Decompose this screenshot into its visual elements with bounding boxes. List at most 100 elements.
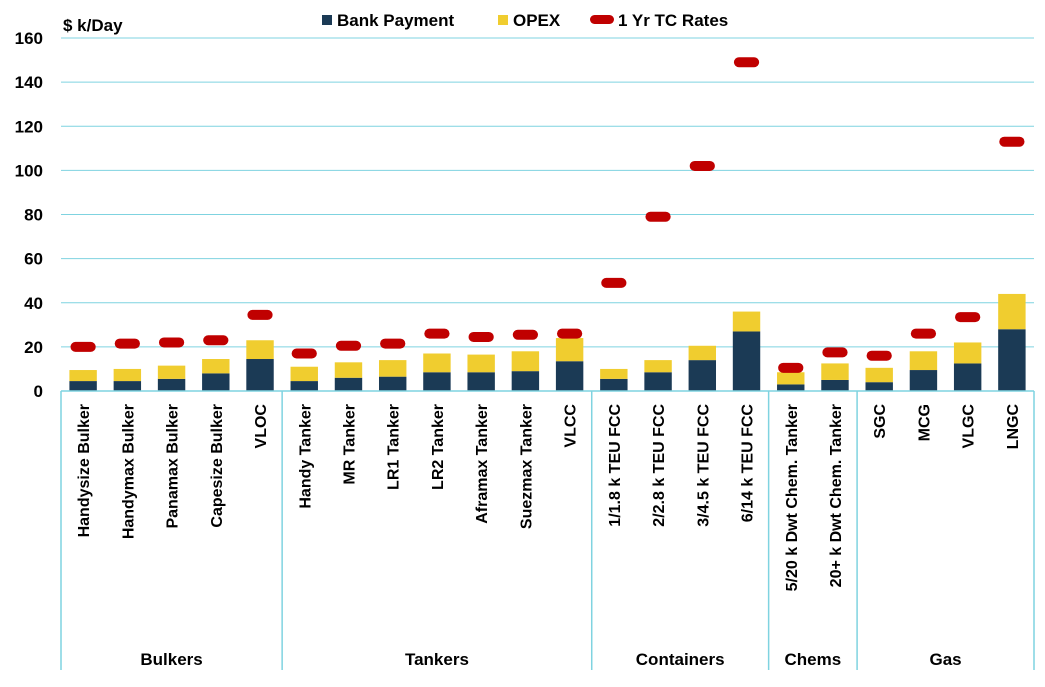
x-tick-label: MCG bbox=[916, 404, 933, 441]
tc-rate-marker bbox=[335, 340, 362, 351]
y-tick-label: 40 bbox=[24, 294, 43, 313]
bar-opex bbox=[246, 340, 274, 360]
bar-opex bbox=[511, 351, 540, 372]
legend-label: OPEX bbox=[513, 11, 561, 30]
bar-bank-payment bbox=[290, 381, 318, 391]
x-tick-label: LNGC bbox=[1005, 404, 1022, 450]
tc-rate-marker bbox=[70, 341, 96, 352]
bar-bank-payment bbox=[246, 359, 274, 391]
y-axis-ticks: 0 20 40 60 80 100 120 140 160 bbox=[15, 29, 43, 401]
bar-opex bbox=[290, 366, 318, 382]
group-label: Tankers bbox=[405, 650, 469, 669]
legend-swatch-opex bbox=[498, 15, 508, 25]
x-tick-label: Suezmax Tanker bbox=[518, 404, 535, 529]
bar-bank-payment bbox=[69, 381, 97, 391]
x-tick-label: Capesize Bulker bbox=[209, 404, 226, 528]
tc-rate-marker bbox=[468, 331, 494, 342]
x-tick-label: Aframax Tanker bbox=[474, 404, 491, 524]
bar-bank-payment bbox=[600, 378, 628, 391]
bar-bank-payment bbox=[202, 373, 230, 391]
x-tick-label: MR Tanker bbox=[341, 404, 358, 485]
x-tick-label: LR1 Tanker bbox=[386, 404, 403, 490]
bar-bank-payment bbox=[378, 376, 407, 391]
legend-swatch-tc-rates bbox=[590, 15, 614, 24]
bar-opex bbox=[378, 360, 407, 377]
x-axis-category-labels: Handysize Bulker Handymax Bulker Panamax B… bbox=[76, 404, 1022, 592]
tc-rate-marker bbox=[247, 309, 273, 320]
group-label: Gas bbox=[929, 650, 961, 669]
bar-bank-payment bbox=[423, 372, 451, 391]
bar-bank-payment bbox=[909, 370, 938, 391]
bar-opex bbox=[732, 311, 761, 332]
bar-opex bbox=[334, 362, 363, 378]
bar-opex bbox=[202, 359, 230, 374]
x-tick-label: 6/14 k TEU FCC bbox=[740, 404, 757, 523]
bar-bank-payment bbox=[555, 361, 584, 391]
y-tick-label: 80 bbox=[24, 206, 43, 225]
bar-opex bbox=[644, 360, 672, 373]
x-tick-label: 2/2.8 k TEU FCC bbox=[651, 404, 668, 527]
bar-opex bbox=[467, 354, 495, 373]
bar-bank-payment bbox=[865, 382, 893, 391]
bar-bank-payment bbox=[467, 372, 495, 391]
tc-rate-markers bbox=[70, 57, 1025, 373]
tc-rate-marker bbox=[380, 338, 406, 349]
bar-bank-payment bbox=[511, 371, 540, 391]
bar-bank-payment bbox=[953, 363, 982, 391]
tc-rate-marker bbox=[999, 136, 1025, 147]
tc-rate-marker bbox=[689, 160, 715, 171]
bar-opex bbox=[688, 345, 717, 361]
tc-rate-marker bbox=[866, 350, 892, 361]
tc-rate-marker bbox=[822, 347, 848, 358]
group-label: Chems bbox=[785, 650, 842, 669]
bar-opex bbox=[821, 363, 849, 380]
x-tick-label: 20+ k Dwt Chem. Tanker bbox=[828, 404, 845, 587]
y-tick-label: 120 bbox=[15, 117, 43, 136]
x-tick-label: LR2 Tanker bbox=[430, 404, 447, 490]
bar-bank-payment bbox=[157, 378, 186, 391]
y-tick-label: 160 bbox=[15, 29, 43, 48]
group-label: Containers bbox=[636, 650, 725, 669]
bar-bank-payment bbox=[334, 377, 363, 391]
tc-rate-marker bbox=[291, 348, 317, 359]
x-tick-label: Panamax Bulker bbox=[165, 404, 182, 529]
x-tick-label: SGC bbox=[872, 404, 889, 439]
bar-bank-payment bbox=[688, 360, 717, 391]
bar-bank-payment bbox=[113, 381, 142, 391]
x-tick-label: Handy Tanker bbox=[297, 404, 314, 509]
bar-opex bbox=[865, 367, 893, 383]
tc-rate-marker bbox=[512, 329, 538, 340]
legend-label: 1 Yr TC Rates bbox=[618, 11, 728, 30]
bar-opex bbox=[998, 293, 1026, 330]
y-tick-label: 100 bbox=[15, 161, 43, 180]
group-axis: Bulkers Tankers Containers Chems Gas bbox=[60, 391, 1035, 670]
bar-bank-payment bbox=[821, 379, 849, 391]
y-tick-label: 20 bbox=[24, 338, 43, 357]
y-tick-label: 0 bbox=[34, 382, 43, 401]
legend: Bank Payment OPEX 1 Yr TC Rates bbox=[322, 11, 728, 30]
y-axis-unit-label: $ k/Day bbox=[63, 16, 123, 35]
tc-rate-marker bbox=[910, 328, 937, 339]
bar-opex bbox=[953, 342, 982, 364]
tc-rate-marker bbox=[645, 211, 671, 222]
tc-rate-marker bbox=[203, 335, 229, 346]
tc-rate-marker bbox=[955, 312, 981, 323]
bar-opex bbox=[777, 372, 805, 385]
tc-rate-marker bbox=[778, 362, 804, 373]
y-tick-label: 140 bbox=[15, 73, 43, 92]
bar-opex bbox=[113, 368, 142, 382]
bar-bank-payment bbox=[644, 372, 672, 391]
y-tick-label: 60 bbox=[24, 250, 43, 269]
tc-rate-marker bbox=[601, 277, 627, 288]
tc-rate-marker bbox=[158, 337, 185, 348]
x-tick-label: 1/1.8 k TEU FCC bbox=[607, 404, 624, 527]
legend-swatch-bank-payment bbox=[322, 15, 332, 25]
x-tick-label: 3/4.5 k TEU FCC bbox=[695, 404, 712, 527]
bar-opex bbox=[600, 368, 628, 379]
bar-opex bbox=[423, 353, 451, 373]
x-tick-label: VLCC bbox=[563, 404, 580, 448]
x-tick-label: VLGC bbox=[961, 404, 978, 449]
x-tick-label: Handysize Bulker bbox=[76, 404, 93, 537]
legend-label: Bank Payment bbox=[337, 11, 454, 30]
